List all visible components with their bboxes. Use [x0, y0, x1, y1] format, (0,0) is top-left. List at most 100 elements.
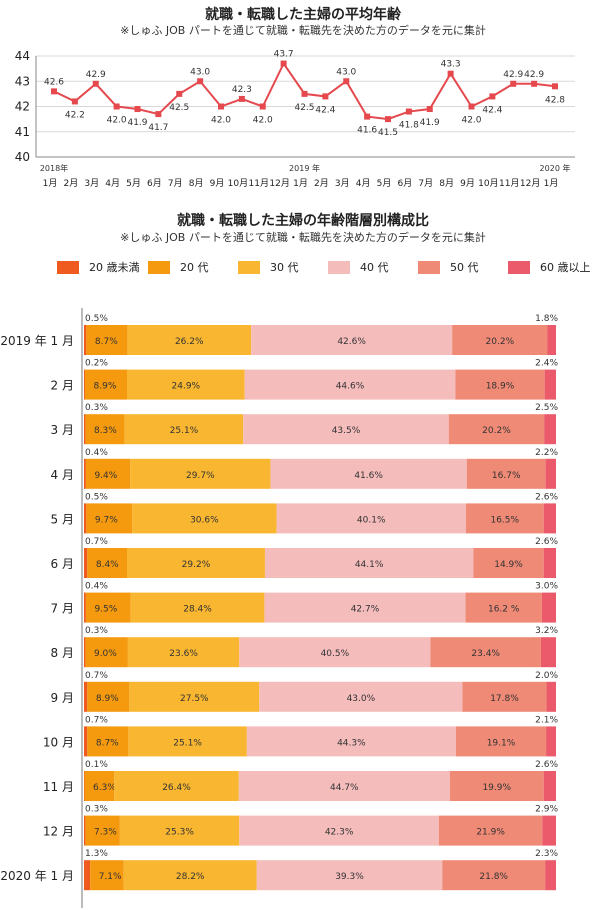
- x-tick-label: 9月: [460, 178, 475, 189]
- line-value-label: 43.7: [274, 50, 294, 60]
- category-label: 5 月: [51, 512, 74, 526]
- x-tick-label: 1月: [544, 178, 559, 189]
- bar-segment: [544, 414, 556, 445]
- line-point: [322, 93, 329, 100]
- legend-swatch: [148, 260, 170, 274]
- bar-segment: [462, 681, 547, 712]
- legend-swatch: [328, 260, 350, 274]
- line-value-label: 42.0: [253, 116, 273, 126]
- bar-value-label: 44.1%: [355, 560, 384, 570]
- line-point: [301, 90, 308, 97]
- bar-segment: [85, 458, 131, 489]
- bar-value-label: 16.5%: [490, 515, 519, 525]
- legend-label: 60 歳以上: [540, 261, 591, 274]
- bar-value-label: 2.1%: [535, 715, 558, 725]
- bar-segment: [84, 860, 91, 891]
- bar-segment: [85, 414, 125, 445]
- bar-segment: [130, 458, 271, 489]
- line-point: [447, 70, 454, 77]
- bar-value-label: 16.7%: [492, 471, 521, 481]
- legend-item: 20 歳未満: [57, 259, 140, 275]
- bar-value-label: 29.7%: [186, 471, 215, 481]
- line-point: [468, 103, 475, 110]
- line-value-label: 41.9: [127, 118, 147, 128]
- line-point: [134, 106, 141, 113]
- category-label: 10 月: [43, 735, 74, 749]
- year-label: 2020 年: [540, 163, 571, 173]
- bar-segment: [84, 325, 87, 355]
- line-value-label: 41.9: [420, 118, 440, 128]
- category-label: 8 月: [51, 646, 74, 660]
- line-point: [405, 108, 412, 115]
- x-tick-label: 2月: [64, 178, 79, 189]
- bar-value-label: 7.3%: [94, 828, 117, 838]
- bar-value-label: 40.5%: [321, 649, 350, 659]
- x-tick-label: 7月: [418, 178, 433, 189]
- bar-segment: [546, 726, 556, 757]
- y-tick-label: 44: [15, 49, 30, 63]
- bar-segment: [239, 815, 439, 846]
- bar-value-label: 20.2%: [486, 337, 515, 347]
- bar-value-label: 2.6%: [535, 537, 558, 547]
- bar-segment: [90, 860, 124, 891]
- line-value-label: 42.9: [86, 70, 106, 80]
- bar-segment: [126, 548, 265, 578]
- bar-segment: [465, 503, 544, 534]
- bar-value-label: 43.5%: [332, 426, 361, 436]
- line-point: [259, 103, 266, 110]
- bar-value-label: 39.3%: [335, 872, 364, 882]
- bar-segment: [545, 860, 556, 891]
- x-tick-label: 12月: [269, 178, 289, 189]
- bar-segment: [452, 325, 548, 355]
- bar-segment: [84, 414, 86, 445]
- bar-segment: [132, 503, 277, 534]
- bar-value-label: 8.7%: [96, 738, 119, 748]
- bar-segment: [84, 369, 85, 400]
- legend-swatch: [57, 260, 79, 274]
- x-tick-label: 11月: [499, 178, 519, 189]
- bar-segment: [87, 681, 130, 712]
- bar-value-label: 40.1%: [357, 515, 386, 525]
- bar-segment: [123, 860, 257, 891]
- line-value-label: 42.3: [232, 85, 252, 95]
- bar-value-label: 8.4%: [96, 560, 119, 570]
- y-tick-label: 41: [15, 125, 30, 139]
- bar-segment: [244, 369, 456, 400]
- bar-segment: [84, 548, 88, 578]
- bar-value-label: 17.8%: [490, 694, 519, 704]
- bar-segment: [238, 771, 450, 801]
- bar-segment: [119, 815, 240, 846]
- legend-item: 60 歳以上: [508, 259, 591, 275]
- line-point: [197, 78, 204, 85]
- bar-chart-title: 就職・転職した主婦の年齢階層別構成比: [177, 213, 429, 229]
- bar-value-label: 0.5%: [85, 314, 108, 324]
- bar-value-label: 0.7%: [85, 537, 108, 547]
- bar-segment: [442, 860, 546, 891]
- bar-segment: [86, 503, 133, 534]
- bar-segment: [455, 369, 545, 400]
- bar-value-label: 26.4%: [162, 783, 191, 793]
- bar-value-label: 0.1%: [85, 760, 108, 770]
- legend-item: 40 代: [328, 259, 389, 275]
- line-value-label: 42.5: [169, 103, 189, 113]
- bar-segment: [85, 592, 131, 623]
- bar-segment: [126, 369, 245, 400]
- bar-value-label: 26.2%: [175, 337, 204, 347]
- bar-segment: [84, 458, 86, 489]
- bar-value-label: 9.5%: [94, 605, 117, 615]
- bar-segment: [466, 458, 546, 489]
- bar-value-label: 27.5%: [180, 694, 209, 704]
- bar-segment: [246, 726, 456, 757]
- x-tick-label: 12月: [520, 178, 540, 189]
- line-value-label: 42.4: [315, 105, 335, 115]
- bar-value-label: 0.7%: [85, 715, 108, 725]
- x-tick-label: 1月: [43, 178, 58, 189]
- bar-segment: [543, 771, 556, 801]
- bar-segment: [84, 681, 88, 712]
- line-chart-title: 就職・転職した主婦の平均年齢: [205, 7, 401, 23]
- bar-value-label: 2.2%: [535, 448, 558, 458]
- category-label: 9 月: [51, 691, 74, 705]
- bar-value-label: 28.4%: [183, 605, 212, 615]
- bar-segment: [544, 369, 556, 400]
- legend-label: 30 代: [270, 261, 299, 274]
